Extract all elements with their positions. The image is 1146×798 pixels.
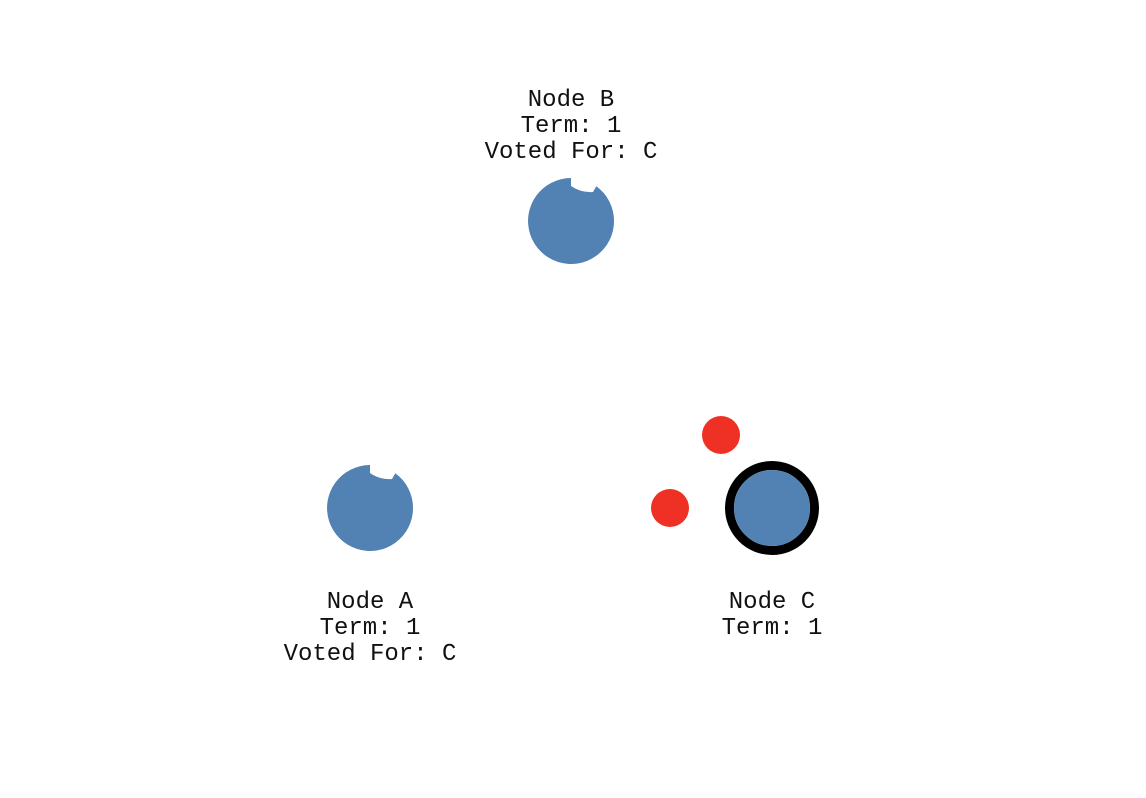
node-c-term: Term: 1 xyxy=(722,615,823,642)
node-b-circle[interactable] xyxy=(528,178,615,264)
node-a-voted-for: Voted For: C xyxy=(284,641,457,668)
node-b-name: Node B xyxy=(528,87,614,114)
message-dot[interactable] xyxy=(651,489,689,527)
node-c-name: Node C xyxy=(729,589,815,616)
node-c[interactable]: Node C Term: 1 xyxy=(722,461,823,643)
node-b[interactable]: Node B Term: 1 Voted For: C xyxy=(485,87,658,264)
node-a-term: Term: 1 xyxy=(320,615,421,642)
node-c-leader-ring xyxy=(725,461,819,555)
node-a-name: Node A xyxy=(327,589,414,616)
node-a[interactable]: Node A Term: 1 Voted For: C xyxy=(284,465,457,668)
node-c-circle[interactable] xyxy=(734,470,810,546)
node-b-term: Term: 1 xyxy=(521,113,622,140)
message-dot[interactable] xyxy=(702,416,740,454)
node-a-circle[interactable] xyxy=(327,465,414,551)
node-b-voted-for: Voted For: C xyxy=(485,139,658,166)
